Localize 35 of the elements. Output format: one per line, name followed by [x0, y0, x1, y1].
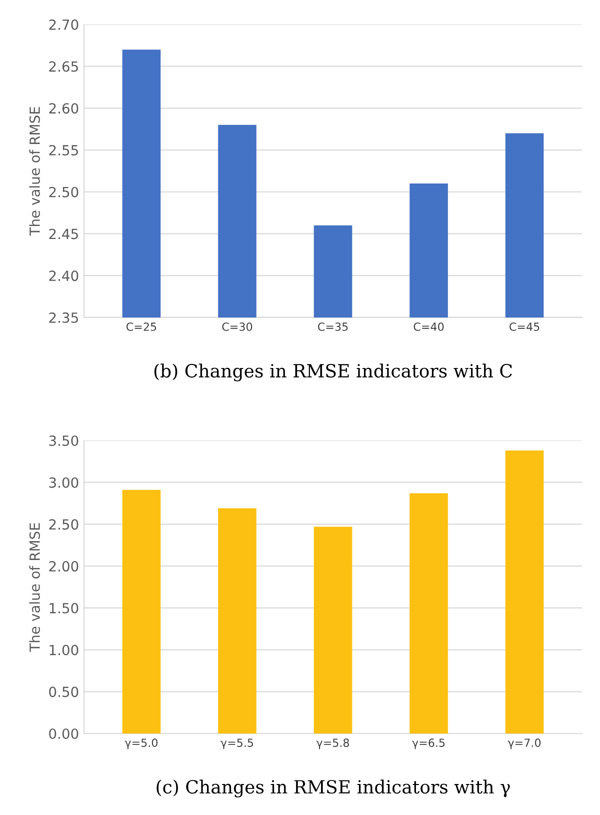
x-axis-title: (c) Changes in RMSE indicators with γ: [156, 780, 510, 798]
x-tick-label: γ=5.5: [220, 738, 254, 750]
x-tick-label: C=35: [318, 322, 348, 331]
y-tick-label: 2.35: [49, 312, 78, 323]
y-tick-label: 2.70: [49, 19, 78, 30]
y-tick-label: 0.00: [49, 728, 78, 739]
x-tick-label: C=45: [510, 322, 540, 331]
y-tick-label: 2.55: [49, 144, 78, 156]
bar: [505, 450, 544, 734]
bar: [410, 493, 448, 734]
bar: [218, 508, 256, 734]
x-tick-label: γ=7.0: [508, 738, 541, 750]
x-tick-label: γ=6.5: [412, 738, 445, 750]
y-tick-label: 0.50: [49, 686, 78, 698]
x-axis-title: (b) Changes in RMSE indicators with C: [154, 364, 512, 382]
x-tick-label: γ=5.8: [316, 738, 350, 750]
y-tick-label: 3.00: [49, 477, 78, 488]
x-tick-label: γ=5.0: [124, 738, 158, 750]
y-tick-label: 1.00: [50, 644, 78, 656]
y-tick-label: 2.50: [49, 519, 78, 530]
y-tick-label: 2.50: [49, 186, 78, 198]
y-tick-label: 2.65: [49, 61, 78, 72]
x-tick-label: C=25: [126, 322, 156, 331]
y-tick-label: 2.45: [49, 228, 78, 240]
y-axis-title: The value of RMSE: [29, 107, 40, 236]
y-tick-label: 1.50: [50, 602, 78, 614]
y-tick-label: 2.40: [49, 270, 78, 282]
bar: [314, 526, 352, 734]
bar: [122, 490, 161, 734]
y-axis-title: The value of RMSE: [29, 523, 40, 652]
y-tick-label: 2.60: [49, 103, 78, 114]
y-tick-label: 2.00: [49, 561, 78, 572]
x-tick-label: C=40: [414, 322, 444, 331]
x-tick-label: C=30: [222, 322, 252, 331]
y-tick-label: 3.50: [49, 435, 78, 446]
